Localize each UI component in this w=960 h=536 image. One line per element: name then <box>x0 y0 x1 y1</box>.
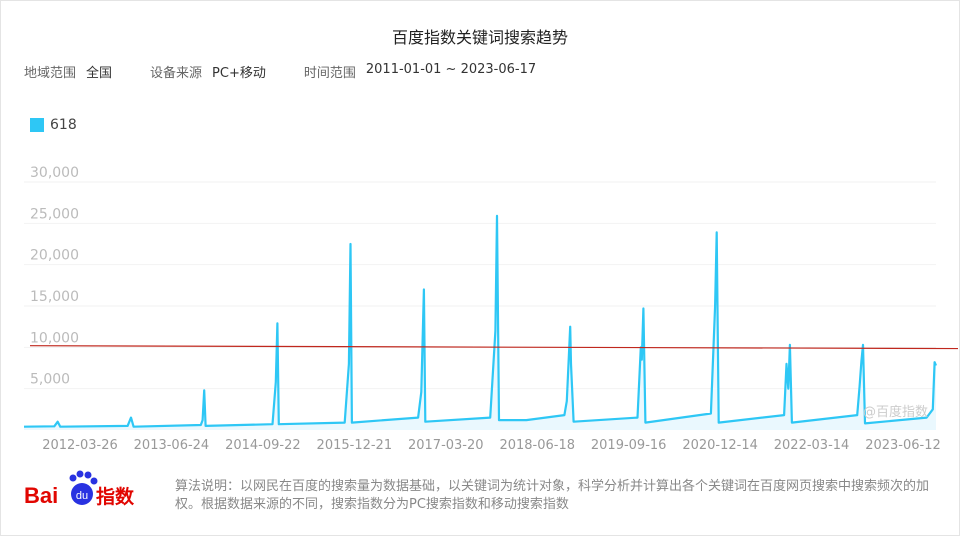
device-label: 设备来源 <box>150 66 203 81</box>
legend-item[interactable]: 618 <box>30 117 77 133</box>
algorithm-note: 算法说明：以网民在百度的搜索量为数据基础，以关键词为统计对象，科学分析并计算出各… <box>175 479 930 512</box>
time-value: 2011-01-01 ~ 2023-06-17 <box>365 62 537 77</box>
svg-text:Bai: Bai <box>24 483 58 508</box>
x-tick-label: 2017-03-20 <box>408 438 484 453</box>
x-tick-label: 2015-12-21 <box>317 438 393 453</box>
filter-bar: 地域范围 全国 设备来源 PC+移动 时间范围 2011-01-01 ~ 2023-0… <box>24 62 536 81</box>
device-value: PC+移动 <box>212 66 266 81</box>
x-tick-label: 2023-06-12 <box>865 438 941 453</box>
y-tick-label: 20,000 <box>30 248 79 264</box>
trend-line <box>29 345 959 350</box>
y-tick-label: 10,000 <box>30 330 79 346</box>
x-tick-label: 2020-12-14 <box>682 438 758 453</box>
svg-text:du: du <box>76 490 88 502</box>
legend-label: 618 <box>50 117 77 133</box>
watermark: @百度指数 <box>863 404 928 420</box>
series-line <box>23 214 938 428</box>
y-tick-label: 30,000 <box>30 165 79 181</box>
x-tick-label: 2018-06-18 <box>499 438 575 453</box>
baidu-index-logo: Bai du 指数 <box>24 470 135 508</box>
y-tick-label: 25,000 <box>30 206 79 222</box>
series-area <box>24 215 936 430</box>
x-tick-label: 2022-03-14 <box>774 438 850 453</box>
x-tick-label: 2014-09-22 <box>225 438 301 453</box>
region-label: 地域范围 <box>24 66 77 81</box>
svg-text:指数: 指数 <box>96 485 135 508</box>
x-tick-label: 2019-09-16 <box>591 438 667 453</box>
region-value: 全国 <box>86 66 113 81</box>
y-tick-label: 5,000 <box>30 372 70 388</box>
legend-swatch <box>30 118 44 132</box>
chart-title: 百度指数关键词搜索趋势 <box>391 28 568 47</box>
y-tick-label: 15,000 <box>30 289 79 305</box>
x-tick-label: 2013-06-24 <box>134 438 210 453</box>
time-label: 时间范围 <box>303 66 356 81</box>
x-tick-label: 2012-03-26 <box>42 438 118 453</box>
